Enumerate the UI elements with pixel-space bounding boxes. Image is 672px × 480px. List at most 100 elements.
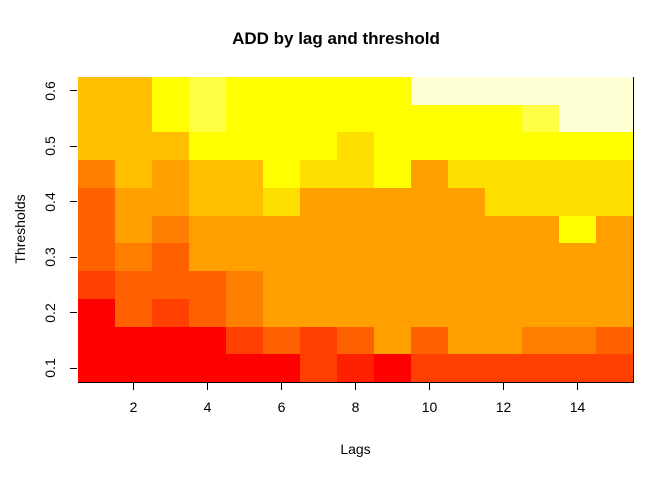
heatmap-cell bbox=[448, 298, 485, 327]
heatmap-cell bbox=[485, 77, 522, 105]
y-tick-mark bbox=[70, 201, 77, 203]
heatmap-cell bbox=[337, 326, 374, 355]
heatmap-cell bbox=[152, 160, 189, 188]
heatmap-cell bbox=[152, 354, 189, 382]
heatmap-cell bbox=[226, 215, 263, 244]
heatmap-cell bbox=[115, 104, 152, 133]
heatmap-cell bbox=[189, 271, 226, 299]
heatmap-cell bbox=[300, 271, 337, 299]
heatmap-cell bbox=[411, 104, 448, 133]
heatmap-cell bbox=[263, 354, 300, 382]
heatmap-cell bbox=[559, 215, 596, 244]
heatmap-cell bbox=[448, 187, 485, 216]
heatmap-cell bbox=[522, 298, 559, 327]
heatmap-cell bbox=[522, 160, 559, 188]
heatmap-cell bbox=[411, 354, 448, 382]
heatmap-cell bbox=[226, 271, 263, 299]
x-axis-title-text: Lags bbox=[340, 441, 371, 457]
heatmap-cell bbox=[559, 271, 596, 299]
heatmap-cell bbox=[226, 243, 263, 272]
heatmap-cell bbox=[374, 326, 411, 355]
heatmap-cell bbox=[559, 298, 596, 327]
heatmap-cell bbox=[411, 298, 448, 327]
heatmap-cell bbox=[189, 160, 226, 188]
heatmap-cell bbox=[152, 215, 189, 244]
x-axis-title: Lags bbox=[0, 441, 672, 457]
heatmap-cell bbox=[411, 271, 448, 299]
x-tick-label: 4 bbox=[203, 399, 212, 415]
y-tick-mark bbox=[70, 312, 77, 314]
x-tick-mark bbox=[503, 383, 504, 390]
x-tick-label: 12 bbox=[495, 399, 512, 415]
heatmap-cell bbox=[226, 187, 263, 216]
heatmap-cell bbox=[78, 215, 115, 244]
heatmap-cell bbox=[152, 243, 189, 272]
heatmap-cell bbox=[485, 326, 522, 355]
heatmap-cell bbox=[596, 77, 633, 105]
y-tick-mark bbox=[70, 367, 77, 369]
heatmap-cell bbox=[522, 187, 559, 216]
heatmap-cell bbox=[374, 132, 411, 161]
heatmap-cell bbox=[374, 160, 411, 188]
heatmap-cell bbox=[189, 354, 226, 382]
heatmap-cell bbox=[596, 132, 633, 161]
heatmap-cell bbox=[263, 298, 300, 327]
chart-title: ADD by lag and threshold bbox=[232, 29, 440, 48]
heatmap-cell bbox=[374, 187, 411, 216]
heatmap-cell bbox=[522, 132, 559, 161]
plot-right-border bbox=[633, 77, 634, 383]
heatmap-cell bbox=[115, 298, 152, 327]
heatmap-cell bbox=[300, 160, 337, 188]
heatmap-cell bbox=[374, 298, 411, 327]
heatmap-cell bbox=[78, 104, 115, 133]
heatmap-cell bbox=[522, 271, 559, 299]
heatmap-cell bbox=[300, 298, 337, 327]
y-tick-label: 0.4 bbox=[42, 192, 58, 212]
heatmap-cell bbox=[189, 298, 226, 327]
heatmap-cell bbox=[485, 243, 522, 272]
x-tick-mark bbox=[281, 383, 282, 390]
heatmap-cell bbox=[337, 104, 374, 133]
heatmap-cell bbox=[300, 326, 337, 355]
heatmap-cell bbox=[263, 132, 300, 161]
heatmap-cell bbox=[300, 215, 337, 244]
x-tick-mark bbox=[577, 383, 578, 390]
x-tick-label: 14 bbox=[569, 399, 586, 415]
x-tick-label: 10 bbox=[421, 399, 438, 415]
heatmap-cell bbox=[596, 215, 633, 244]
x-tick-label: 2 bbox=[129, 399, 138, 415]
x-tick-label: 8 bbox=[351, 399, 360, 415]
heatmap-cell bbox=[263, 104, 300, 133]
heatmap-cell bbox=[448, 104, 485, 133]
heatmap-cell bbox=[115, 215, 152, 244]
heatmap-cell bbox=[337, 298, 374, 327]
heatmap-cell bbox=[411, 215, 448, 244]
heatmap-cell bbox=[337, 243, 374, 272]
heatmap-cell bbox=[337, 132, 374, 161]
heatmap-cell bbox=[448, 354, 485, 382]
y-tick-label: 0.3 bbox=[42, 247, 58, 267]
heatmap-cell bbox=[189, 187, 226, 216]
heatmap-cell bbox=[189, 215, 226, 244]
heatmap-cell bbox=[411, 160, 448, 188]
heatmap-cell bbox=[300, 187, 337, 216]
y-tick-mark bbox=[70, 145, 77, 147]
heatmap-cell bbox=[300, 243, 337, 272]
heatmap-cell bbox=[226, 354, 263, 382]
y-tick-mark bbox=[70, 256, 77, 258]
heatmap-cell bbox=[189, 326, 226, 355]
heatmap-cell bbox=[596, 104, 633, 133]
heatmap-cell bbox=[152, 187, 189, 216]
heatmap-cell bbox=[115, 77, 152, 105]
heatmap-cell bbox=[522, 77, 559, 105]
heatmap-cell bbox=[596, 187, 633, 216]
heatmap-cell bbox=[374, 243, 411, 272]
heatmap-cell bbox=[263, 326, 300, 355]
heatmap-cell bbox=[337, 215, 374, 244]
heatmap-cell bbox=[115, 354, 152, 382]
heatmap-cell bbox=[226, 77, 263, 105]
heatmap-cell bbox=[152, 271, 189, 299]
heatmap-cell bbox=[226, 298, 263, 327]
heatmap-cell bbox=[485, 298, 522, 327]
heatmap-cell bbox=[300, 354, 337, 382]
